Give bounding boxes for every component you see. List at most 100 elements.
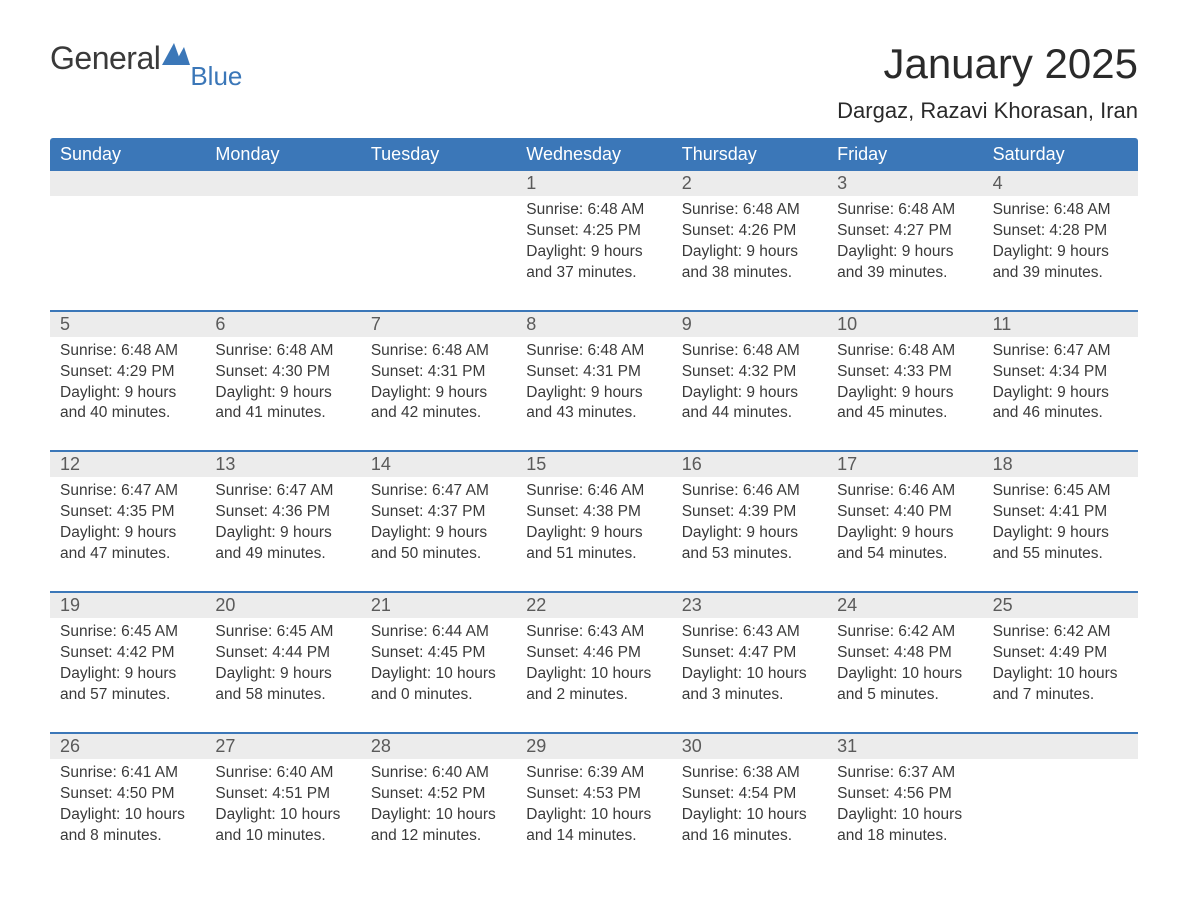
- sunrise-text: Sunrise: 6:41 AM: [60, 763, 195, 784]
- day-cell: Sunrise: 6:48 AMSunset: 4:31 PMDaylight:…: [516, 337, 671, 451]
- sunrise-text: Sunrise: 6:45 AM: [60, 622, 195, 643]
- day-number: 16: [672, 452, 827, 477]
- day-number: [361, 171, 516, 196]
- sunset-text: Sunset: 4:25 PM: [526, 221, 661, 242]
- sunset-text: Sunset: 4:33 PM: [837, 362, 972, 383]
- sunset-text: Sunset: 4:34 PM: [993, 362, 1128, 383]
- daylight-text: Daylight: 9 hours and 49 minutes.: [215, 523, 350, 565]
- logo-arrow-icon: [162, 43, 190, 70]
- logo-text-blue: Blue: [190, 61, 242, 92]
- weekday-header: Friday: [827, 138, 982, 171]
- day-cell: Sunrise: 6:46 AMSunset: 4:39 PMDaylight:…: [672, 477, 827, 591]
- sunset-text: Sunset: 4:38 PM: [526, 502, 661, 523]
- day-number: 26: [50, 734, 205, 759]
- day-number: 10: [827, 312, 982, 337]
- day-number: 30: [672, 734, 827, 759]
- daylight-text: Daylight: 9 hours and 50 minutes.: [371, 523, 506, 565]
- sunset-text: Sunset: 4:42 PM: [60, 643, 195, 664]
- daylight-text: Daylight: 9 hours and 57 minutes.: [60, 664, 195, 706]
- sunrise-text: Sunrise: 6:37 AM: [837, 763, 972, 784]
- sunrise-text: Sunrise: 6:38 AM: [682, 763, 817, 784]
- daylight-text: Daylight: 10 hours and 8 minutes.: [60, 805, 195, 847]
- day-cell: Sunrise: 6:42 AMSunset: 4:48 PMDaylight:…: [827, 618, 982, 732]
- sunset-text: Sunset: 4:31 PM: [371, 362, 506, 383]
- week-block: 262728293031Sunrise: 6:41 AMSunset: 4:50…: [50, 732, 1138, 873]
- day-cell: [983, 759, 1138, 873]
- day-number: [983, 734, 1138, 759]
- sunrise-text: Sunrise: 6:48 AM: [837, 200, 972, 221]
- daylight-text: Daylight: 9 hours and 41 minutes.: [215, 383, 350, 425]
- day-number: 19: [50, 593, 205, 618]
- sunrise-text: Sunrise: 6:48 AM: [526, 341, 661, 362]
- sunset-text: Sunset: 4:27 PM: [837, 221, 972, 242]
- day-cell: Sunrise: 6:46 AMSunset: 4:38 PMDaylight:…: [516, 477, 671, 591]
- sunrise-text: Sunrise: 6:48 AM: [371, 341, 506, 362]
- daylight-text: Daylight: 9 hours and 39 minutes.: [993, 242, 1128, 284]
- day-cell: Sunrise: 6:48 AMSunset: 4:31 PMDaylight:…: [361, 337, 516, 451]
- day-number: 4: [983, 171, 1138, 196]
- details-row: Sunrise: 6:47 AMSunset: 4:35 PMDaylight:…: [50, 477, 1138, 591]
- logo-text-general: General: [50, 40, 160, 77]
- week-block: 1234Sunrise: 6:48 AMSunset: 4:25 PMDayli…: [50, 171, 1138, 310]
- sunrise-text: Sunrise: 6:48 AM: [682, 200, 817, 221]
- day-cell: Sunrise: 6:48 AMSunset: 4:28 PMDaylight:…: [983, 196, 1138, 310]
- sunset-text: Sunset: 4:53 PM: [526, 784, 661, 805]
- sunrise-text: Sunrise: 6:43 AM: [526, 622, 661, 643]
- sunrise-text: Sunrise: 6:39 AM: [526, 763, 661, 784]
- location-subtitle: Dargaz, Razavi Khorasan, Iran: [837, 98, 1138, 124]
- week-block: 12131415161718Sunrise: 6:47 AMSunset: 4:…: [50, 450, 1138, 591]
- daylight-text: Daylight: 10 hours and 2 minutes.: [526, 664, 661, 706]
- sunrise-text: Sunrise: 6:48 AM: [60, 341, 195, 362]
- daylight-text: Daylight: 10 hours and 16 minutes.: [682, 805, 817, 847]
- day-cell: Sunrise: 6:46 AMSunset: 4:40 PMDaylight:…: [827, 477, 982, 591]
- sunset-text: Sunset: 4:50 PM: [60, 784, 195, 805]
- daylight-text: Daylight: 10 hours and 14 minutes.: [526, 805, 661, 847]
- day-cell: Sunrise: 6:37 AMSunset: 4:56 PMDaylight:…: [827, 759, 982, 873]
- weekday-header-row: Sunday Monday Tuesday Wednesday Thursday…: [50, 138, 1138, 171]
- day-number: 13: [205, 452, 360, 477]
- day-number: 5: [50, 312, 205, 337]
- daylight-text: Daylight: 9 hours and 55 minutes.: [993, 523, 1128, 565]
- day-cell: Sunrise: 6:48 AMSunset: 4:25 PMDaylight:…: [516, 196, 671, 310]
- sunrise-text: Sunrise: 6:47 AM: [215, 481, 350, 502]
- day-cell: Sunrise: 6:40 AMSunset: 4:51 PMDaylight:…: [205, 759, 360, 873]
- daylight-text: Daylight: 10 hours and 0 minutes.: [371, 664, 506, 706]
- day-number: 11: [983, 312, 1138, 337]
- sunrise-text: Sunrise: 6:46 AM: [526, 481, 661, 502]
- daynum-row: 12131415161718: [50, 450, 1138, 477]
- day-number: 29: [516, 734, 671, 759]
- weekday-header: Sunday: [50, 138, 205, 171]
- sunrise-text: Sunrise: 6:42 AM: [993, 622, 1128, 643]
- weeks-container: 1234Sunrise: 6:48 AMSunset: 4:25 PMDayli…: [50, 171, 1138, 872]
- day-number: 2: [672, 171, 827, 196]
- day-cell: Sunrise: 6:44 AMSunset: 4:45 PMDaylight:…: [361, 618, 516, 732]
- daynum-row: 19202122232425: [50, 591, 1138, 618]
- weekday-header: Tuesday: [361, 138, 516, 171]
- day-cell: [361, 196, 516, 310]
- day-number: 28: [361, 734, 516, 759]
- sunset-text: Sunset: 4:26 PM: [682, 221, 817, 242]
- day-number: 22: [516, 593, 671, 618]
- day-cell: Sunrise: 6:45 AMSunset: 4:41 PMDaylight:…: [983, 477, 1138, 591]
- week-block: 567891011Sunrise: 6:48 AMSunset: 4:29 PM…: [50, 310, 1138, 451]
- day-cell: Sunrise: 6:48 AMSunset: 4:30 PMDaylight:…: [205, 337, 360, 451]
- daylight-text: Daylight: 9 hours and 51 minutes.: [526, 523, 661, 565]
- day-number: [205, 171, 360, 196]
- sunset-text: Sunset: 4:30 PM: [215, 362, 350, 383]
- day-cell: Sunrise: 6:43 AMSunset: 4:47 PMDaylight:…: [672, 618, 827, 732]
- day-number: 9: [672, 312, 827, 337]
- day-cell: Sunrise: 6:38 AMSunset: 4:54 PMDaylight:…: [672, 759, 827, 873]
- sunrise-text: Sunrise: 6:40 AM: [371, 763, 506, 784]
- daylight-text: Daylight: 9 hours and 47 minutes.: [60, 523, 195, 565]
- day-number: 6: [205, 312, 360, 337]
- sunrise-text: Sunrise: 6:47 AM: [993, 341, 1128, 362]
- day-cell: Sunrise: 6:48 AMSunset: 4:32 PMDaylight:…: [672, 337, 827, 451]
- daylight-text: Daylight: 10 hours and 18 minutes.: [837, 805, 972, 847]
- day-number: 25: [983, 593, 1138, 618]
- sunrise-text: Sunrise: 6:45 AM: [215, 622, 350, 643]
- daylight-text: Daylight: 9 hours and 44 minutes.: [682, 383, 817, 425]
- day-number: 7: [361, 312, 516, 337]
- day-number: 21: [361, 593, 516, 618]
- week-block: 19202122232425Sunrise: 6:45 AMSunset: 4:…: [50, 591, 1138, 732]
- sunset-text: Sunset: 4:56 PM: [837, 784, 972, 805]
